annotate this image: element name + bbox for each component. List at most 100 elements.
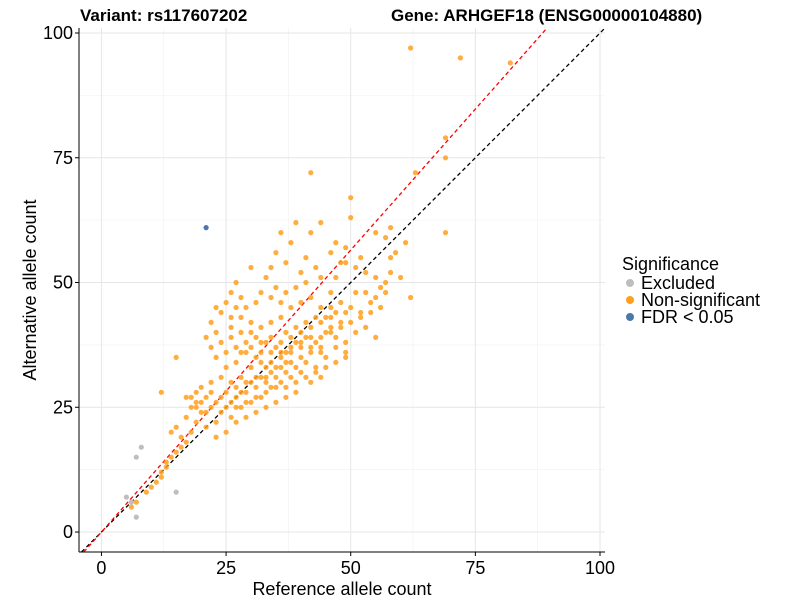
data-point [298,329,304,335]
data-point [303,319,309,325]
data-point [283,289,289,296]
data-point [213,434,219,440]
data-point [133,499,139,505]
data-point [208,379,214,385]
data-point [507,60,513,66]
data-point [278,230,284,236]
data-point [283,260,289,266]
data-point [298,369,304,375]
data-point [193,419,199,425]
data-point [288,344,294,350]
data-point [278,379,284,385]
data-point [388,269,394,276]
data-point [293,324,299,330]
data-point [213,329,219,335]
data-point [328,314,334,320]
data-point [288,374,294,380]
data-point [243,389,249,395]
data-point [308,294,314,301]
data-point [303,359,309,365]
data-point [228,324,234,330]
data-point [273,399,279,405]
data-point [253,334,259,340]
data-point [412,170,419,176]
data-point [173,354,179,360]
data-point [263,379,269,385]
data-point [303,374,309,380]
data-point [308,344,314,350]
data-point [343,339,349,345]
data-point [308,334,314,340]
data-point [343,245,349,251]
data-point [318,349,324,355]
data-point [298,299,304,306]
data-point [333,334,339,340]
data-point [303,279,309,286]
data-point [333,274,339,281]
data-point [253,384,259,390]
data-point [263,404,269,410]
legend-label: Non-significant [641,290,760,310]
data-point [293,379,299,385]
data-point [293,220,299,226]
data-point [223,404,229,410]
data-point [183,439,189,445]
data-point [373,274,379,281]
data-point [223,364,229,370]
data-point [288,334,294,340]
data-point [368,299,374,306]
identity-reference-line [81,27,606,553]
data-point [188,394,194,400]
data-point [313,369,319,375]
data-point [363,269,369,276]
data-point [328,304,334,311]
data-point [278,354,284,360]
data-point [178,444,184,450]
data-point [373,230,379,236]
data-point [228,334,234,340]
data-point [278,314,284,320]
data-point [228,379,234,385]
data-point [358,314,364,320]
data-point [268,384,274,390]
data-point [442,230,449,236]
data-point [368,309,374,316]
x-axis-title: Reference allele count [252,579,431,599]
data-point [268,319,274,325]
data-point [283,384,289,390]
data-point [308,324,314,330]
data-point [143,489,149,495]
data-point [158,389,164,395]
data-point [338,319,344,325]
legend-key [626,313,634,321]
data-point [138,444,144,450]
y-tick-label: 75 [53,148,73,168]
data-point [243,399,249,405]
x-tick-label: 0 [96,558,106,578]
data-point [343,354,349,360]
data-point [213,354,219,360]
data-point [263,339,269,345]
data-point [148,484,154,490]
data-point [268,264,274,271]
data-point [268,349,274,355]
data-point [263,364,269,370]
data-point [298,339,304,345]
data-point [243,304,249,311]
data-point [203,225,209,231]
gene-title: Gene: ARHGEF18 (ENSG00000104880) [391,6,702,25]
data-point [283,349,289,355]
data-point [363,289,369,296]
data-point [253,394,259,400]
legend-title: Significance [622,254,719,274]
data-point [303,255,309,261]
data-point [408,294,414,301]
data-point [243,339,249,345]
data-point [248,399,254,405]
data-point [373,294,379,301]
data-point [383,235,389,241]
y-tick-label: 25 [53,397,73,417]
data-point [318,319,324,325]
data-point [248,264,254,271]
data-point [218,374,224,380]
